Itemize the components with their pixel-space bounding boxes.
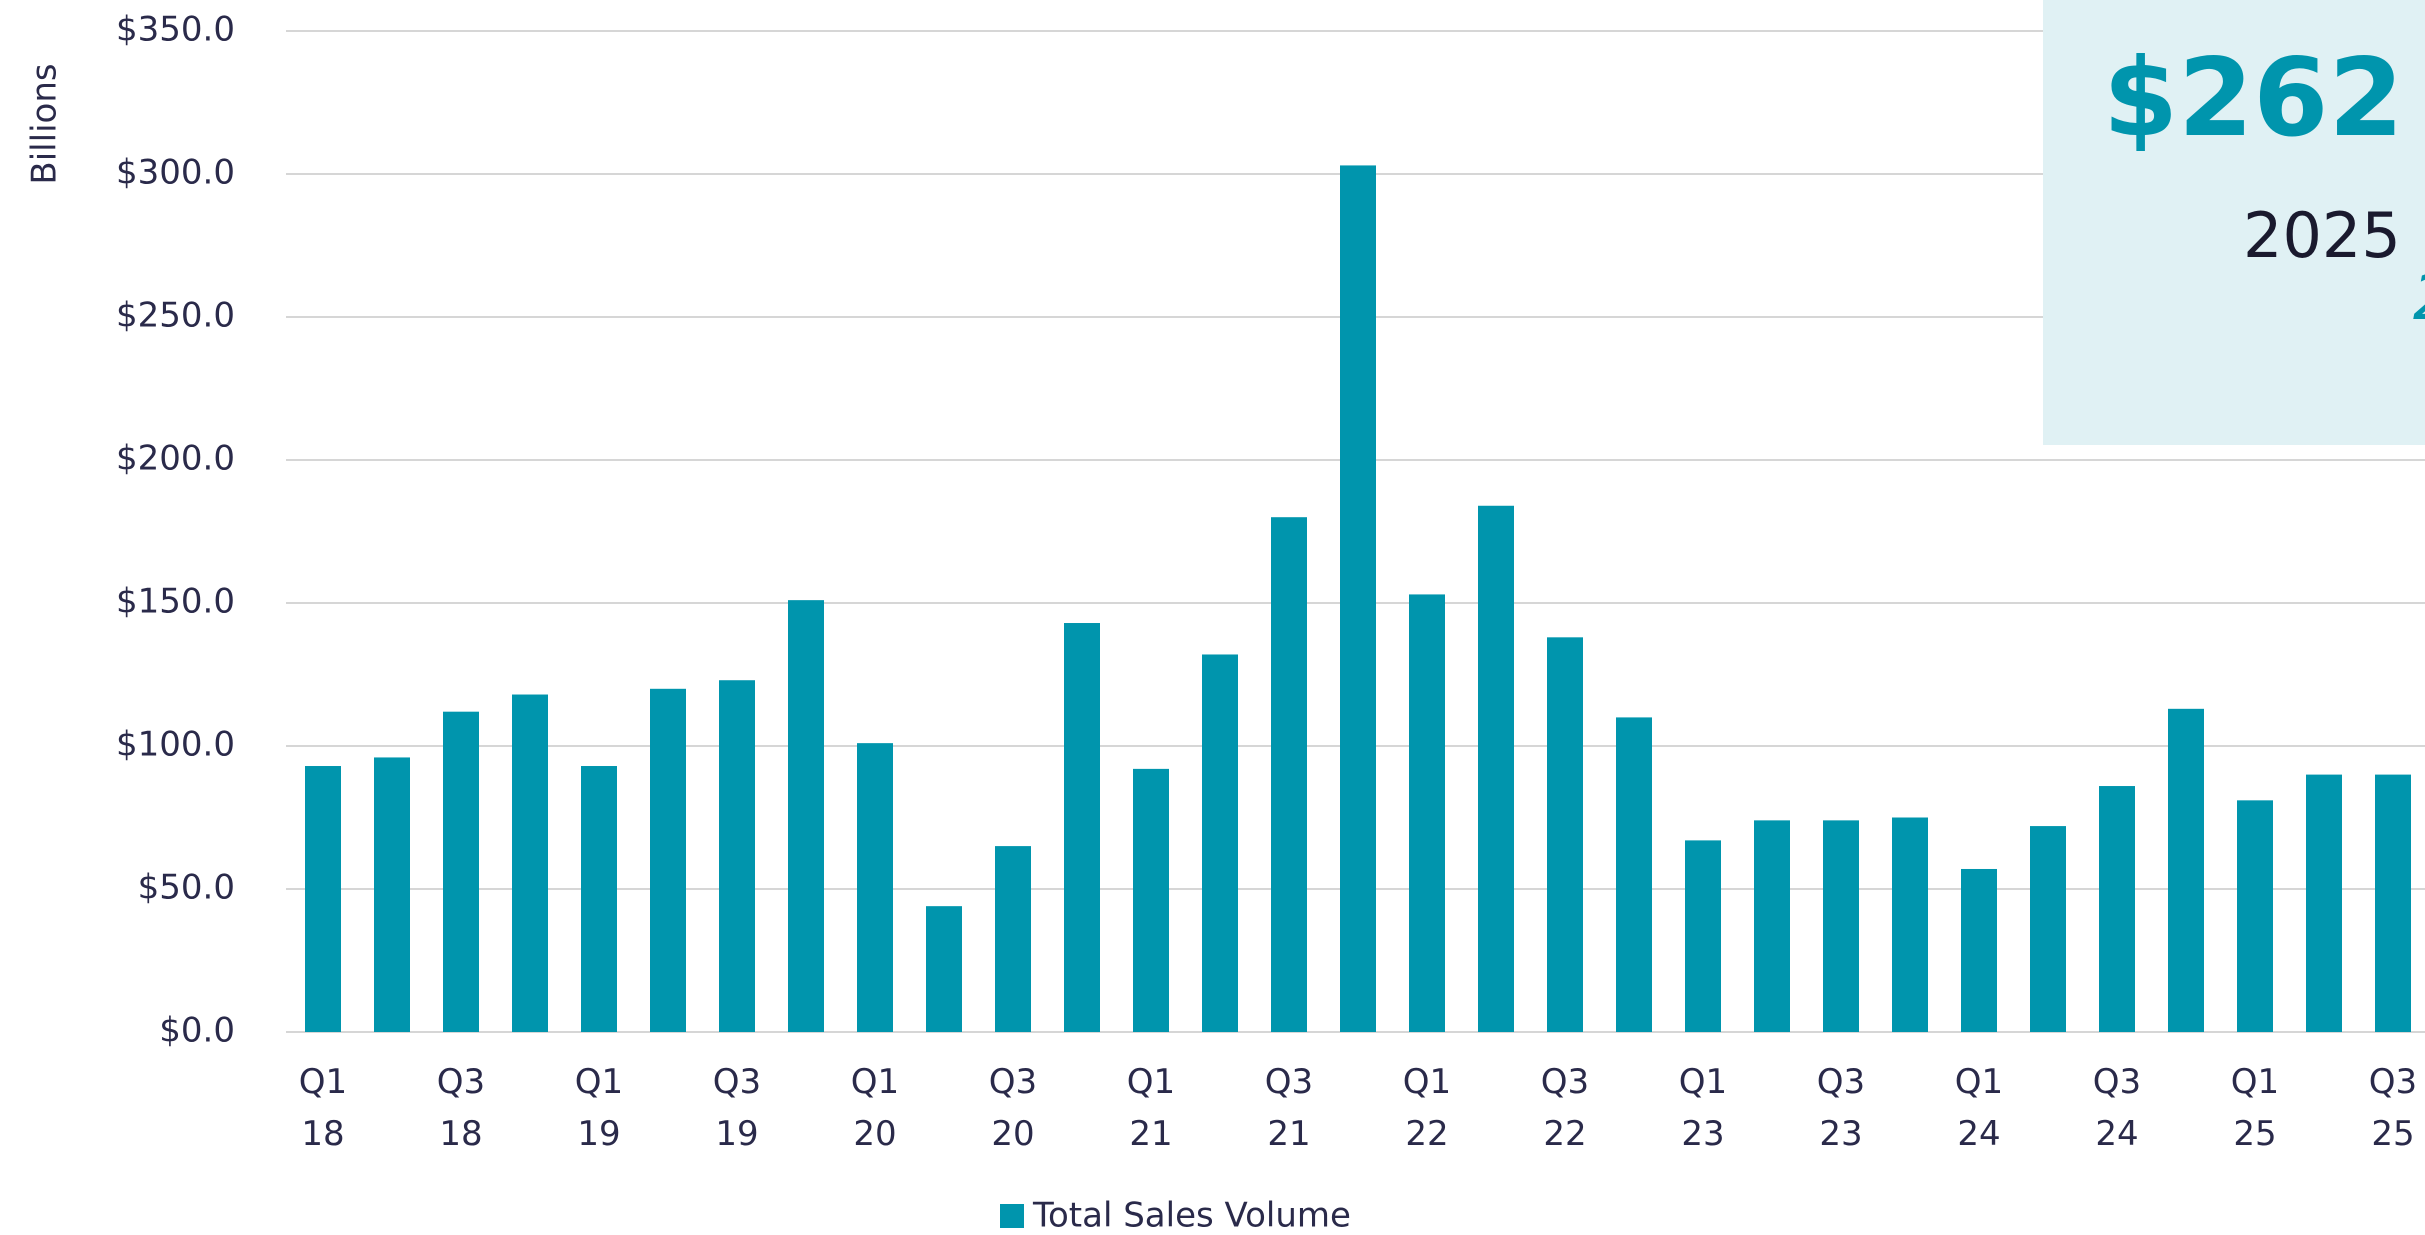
bar	[443, 711, 479, 1032]
y-tick-label: $150.0	[116, 582, 235, 622]
x-tick-label: Q3 23	[1816, 1062, 1866, 1154]
y-tick-label: $0.0	[159, 1011, 235, 1051]
bar	[512, 694, 548, 1032]
y-tick-label: $350.0	[116, 10, 235, 50]
x-tick-label: Q3 25	[2368, 1062, 2418, 1154]
y-tick-label: $300.0	[116, 153, 235, 193]
bar	[1961, 868, 1997, 1032]
bar	[1754, 820, 1790, 1032]
bar	[581, 766, 617, 1032]
bar	[1064, 623, 1100, 1032]
bar	[1823, 820, 1859, 1032]
callout-box	[2043, 0, 2425, 445]
bar	[1409, 594, 1445, 1032]
y-tick-label: $50.0	[138, 868, 235, 908]
legend-label: Total Sales Volume	[1032, 1196, 1351, 1235]
callout-year: 2025	[2243, 199, 2401, 272]
x-tick-label: Q3 21	[1264, 1062, 1314, 1154]
callout-note: 2	[2413, 261, 2425, 334]
bar	[1547, 637, 1583, 1032]
x-tick-label: Q1 24	[1954, 1062, 2004, 1154]
x-tick-label: Q1 18	[298, 1062, 348, 1154]
bar	[1478, 505, 1514, 1032]
x-tick-label: Q1 19	[574, 1062, 624, 1154]
x-tick-label: Q3 22	[1540, 1062, 1590, 1154]
bar	[374, 757, 410, 1032]
bar	[1685, 840, 1721, 1032]
bar	[2237, 800, 2273, 1032]
bar	[650, 688, 686, 1032]
y-tick-label: $250.0	[116, 296, 235, 336]
bar	[2030, 826, 2066, 1032]
callout-value: $262	[2103, 36, 2404, 161]
bar	[857, 743, 893, 1032]
legend-swatch	[1000, 1204, 1024, 1228]
y-axis-label: Billions	[25, 63, 65, 184]
bar	[926, 906, 962, 1032]
bar	[1616, 717, 1652, 1032]
bar	[2099, 786, 2135, 1032]
bar	[1892, 817, 1928, 1032]
bar	[1271, 517, 1307, 1032]
bar	[719, 680, 755, 1032]
bar	[305, 766, 341, 1032]
y-tick-label: $100.0	[116, 725, 235, 765]
x-tick-label: Q1 20	[850, 1062, 900, 1154]
bar	[995, 846, 1031, 1032]
bar	[1340, 165, 1376, 1033]
y-tick-label: $200.0	[116, 439, 235, 479]
x-tick-label: Q1 23	[1678, 1062, 1728, 1154]
x-tick-label: Q1 25	[2230, 1062, 2280, 1154]
bar	[1202, 654, 1238, 1032]
bar	[2375, 774, 2411, 1032]
x-tick-label: Q1 22	[1402, 1062, 1452, 1154]
x-tick-label: Q3 20	[988, 1062, 1038, 1154]
x-tick-label: Q3 19	[712, 1062, 762, 1154]
x-tick-label: Q1 21	[1126, 1062, 1176, 1154]
bar	[2168, 708, 2204, 1032]
bar	[1133, 768, 1169, 1032]
x-tick-label: Q3 18	[436, 1062, 486, 1154]
x-tick-label: Q3 24	[2092, 1062, 2142, 1154]
bar	[788, 600, 824, 1032]
bar	[2306, 774, 2342, 1032]
